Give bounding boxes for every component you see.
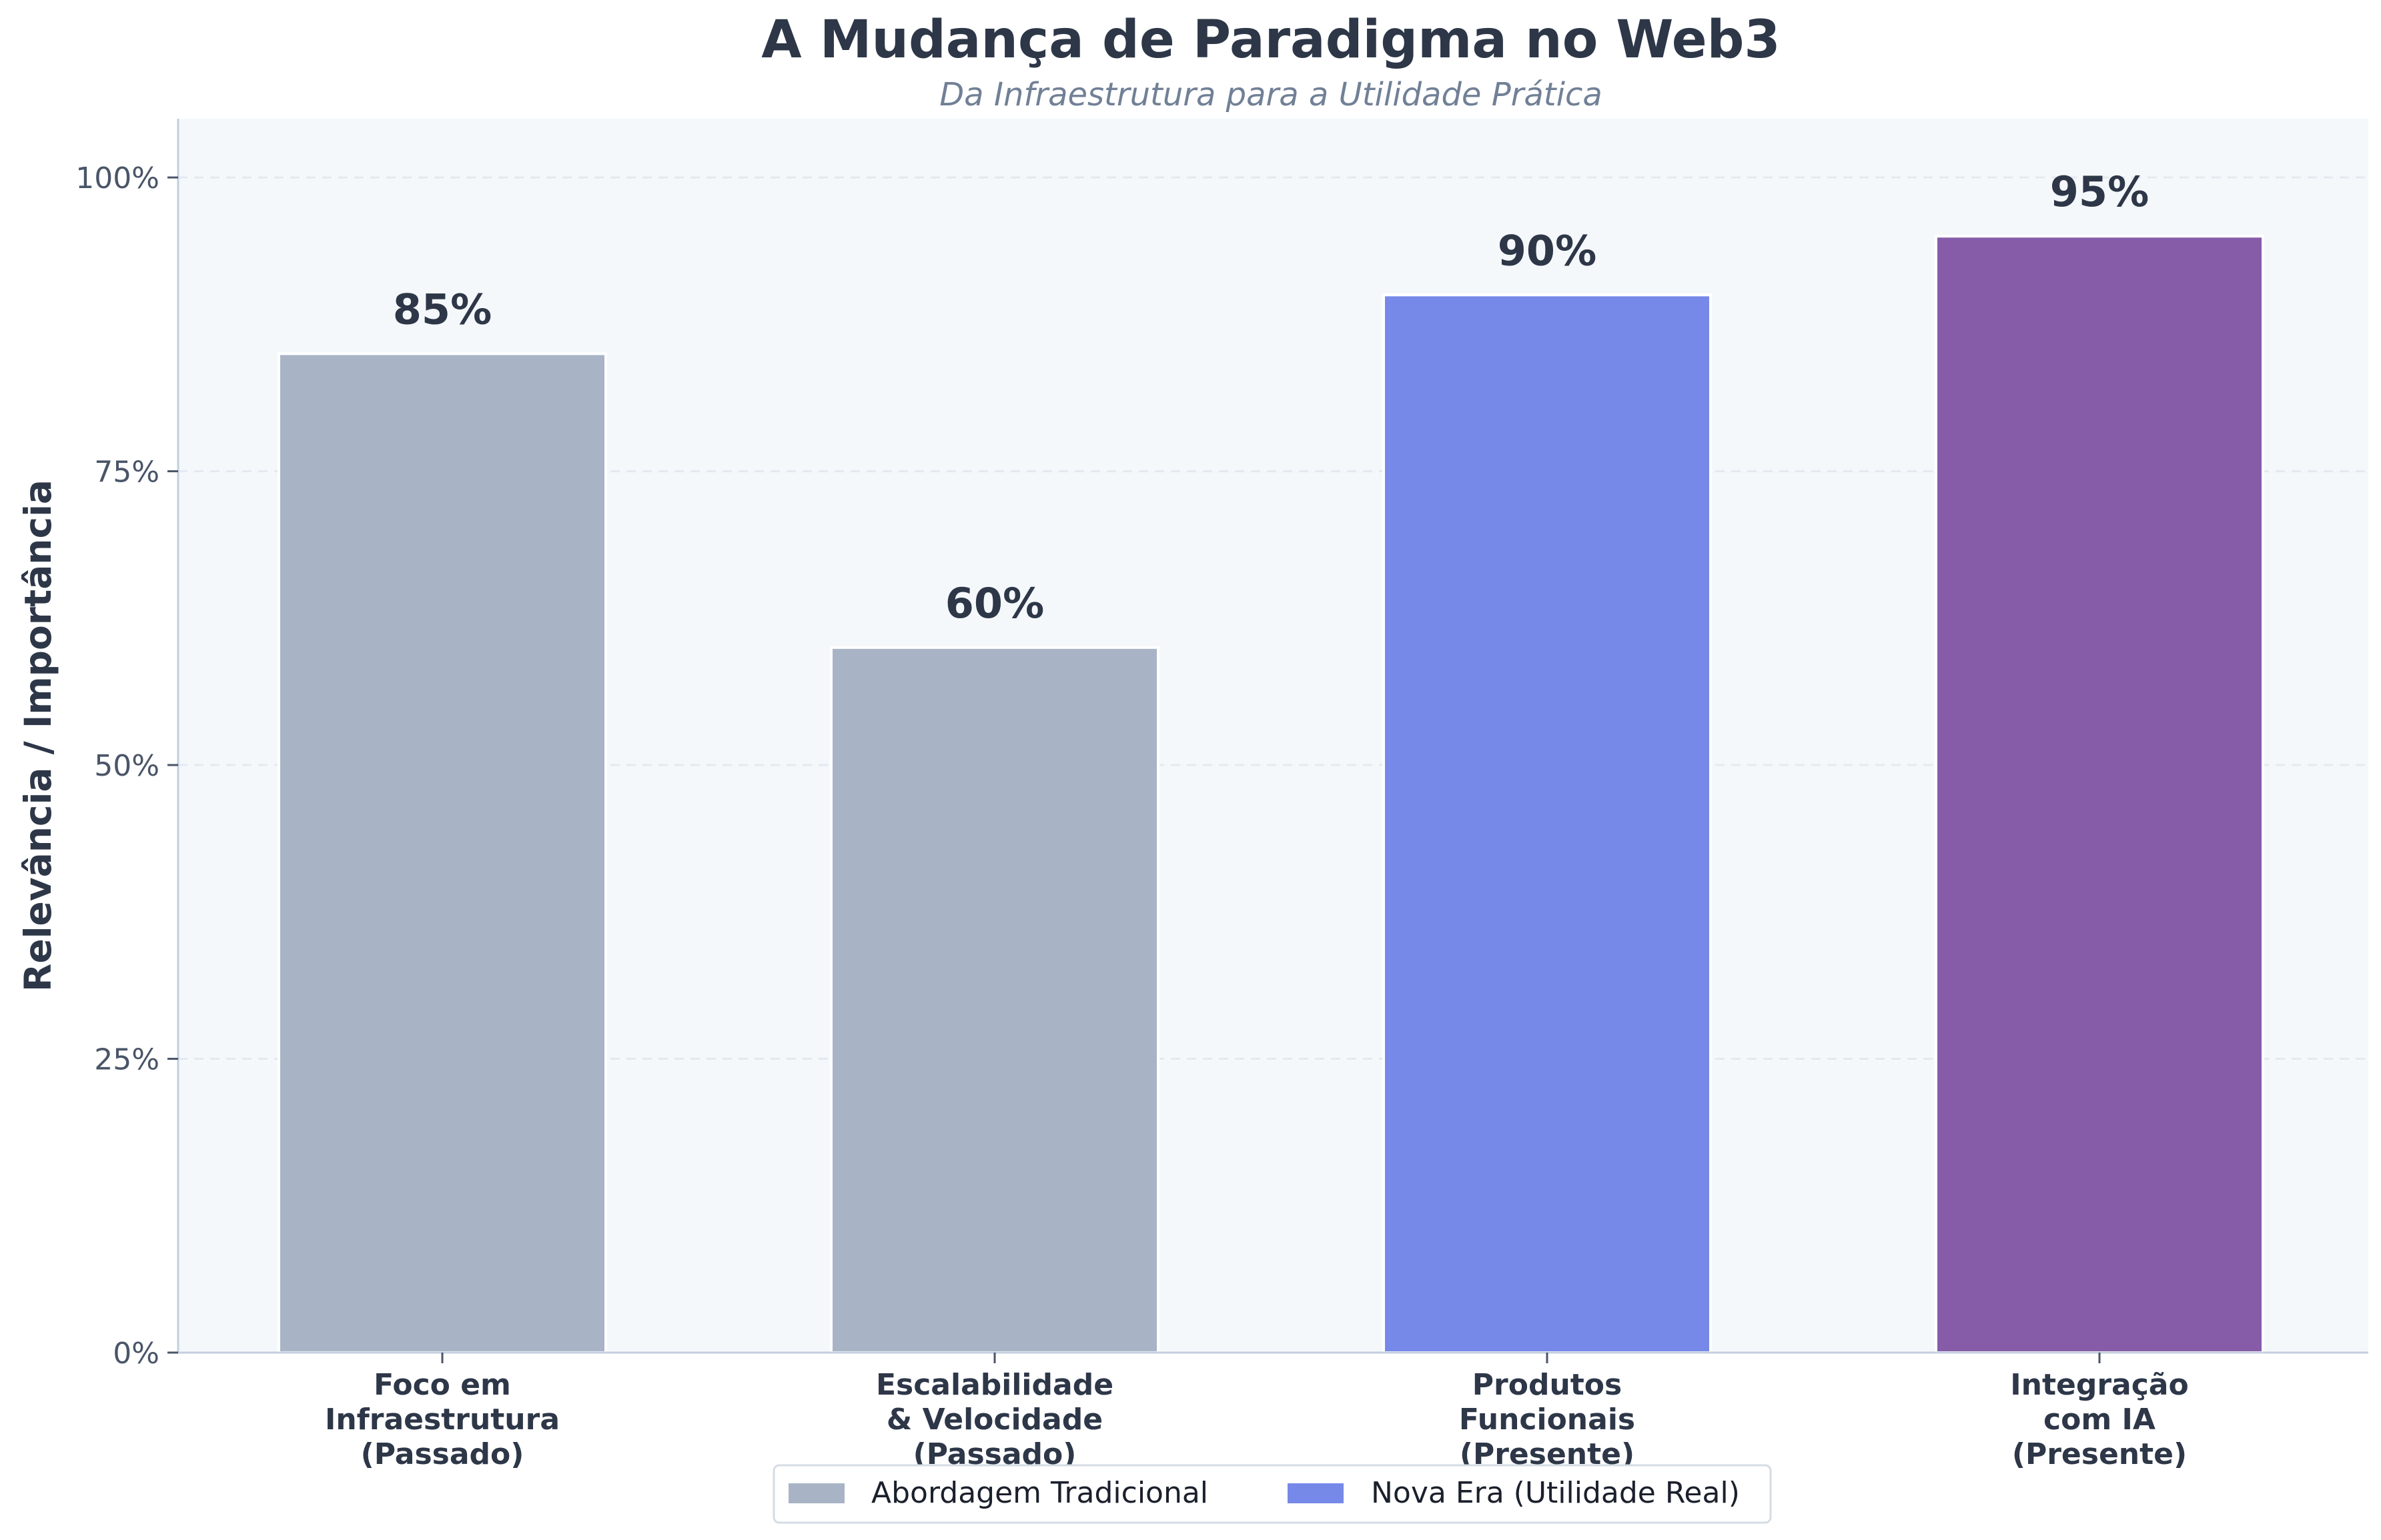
x-tick-label: Foco em Infraestrutura (Passado)	[325, 1368, 560, 1471]
y-tick-label: 50%	[94, 749, 159, 783]
y-ticks: 0% 25% 50% 75% 100%	[75, 161, 178, 1371]
bar	[278, 352, 607, 1354]
x-tick-label: Escalabilidade & Velocidade (Passado)	[876, 1368, 1113, 1471]
bars	[278, 235, 2264, 1355]
bar	[1382, 293, 1712, 1354]
legend-label-traditional: Abordagem Tradicional	[871, 1476, 1208, 1510]
chart-subtitle: Da Infraestrutura para a Utilidade Práti…	[939, 76, 1602, 113]
y-tick-label: 25%	[94, 1043, 159, 1077]
bar	[1935, 235, 2264, 1355]
y-tick-label: 75%	[94, 456, 159, 490]
x-tick-label: Produtos Funcionais (Presente)	[1459, 1368, 1635, 1471]
legend-frame	[773, 1464, 1772, 1524]
legend-label-new-era: Nova Era (Utilidade Real)	[1371, 1476, 1740, 1510]
y-tick-label: 100%	[75, 161, 159, 195]
data-labels: 85% 60% 90% 95%	[393, 167, 2149, 628]
x-ticks: Foco em Infraestrutura (Passado) Escalabili…	[325, 1353, 2189, 1471]
data-label: 90%	[1498, 226, 1596, 275]
data-label: 85%	[393, 285, 492, 333]
gridlines	[178, 176, 2368, 1060]
legend-swatch-new-era	[1288, 1483, 1344, 1503]
y-tick-label: 0%	[113, 1337, 159, 1371]
legend-swatch-traditional	[789, 1483, 845, 1503]
data-label: 95%	[2050, 167, 2149, 216]
data-label: 60%	[945, 579, 1044, 628]
x-tick-label: Integração com IA (Presente)	[2010, 1368, 2188, 1471]
y-axis-label: Relevância / Importância	[17, 480, 59, 992]
bar	[830, 646, 1159, 1354]
chart-title: A Mudança de Paradigma no Web3	[761, 10, 1780, 70]
legend: Abordagem Tradicional Nova Era (Utilidad…	[773, 1464, 1772, 1524]
